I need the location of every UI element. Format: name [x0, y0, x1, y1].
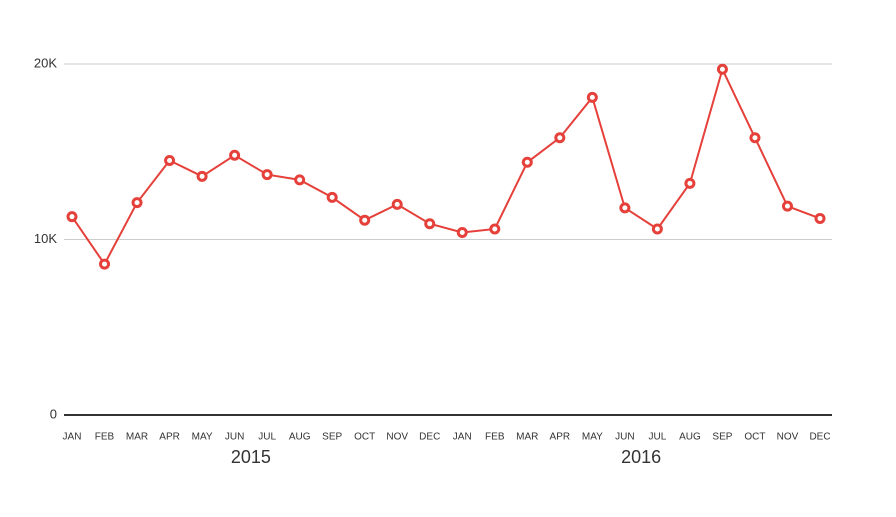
line — [71, 66, 821, 266]
marker — [66, 211, 78, 223]
marker — [294, 174, 306, 186]
x-tick-label: JUL — [648, 432, 666, 443]
marker — [586, 91, 598, 103]
y-tick-label: 0 — [50, 406, 57, 421]
x-tick-label: DEC — [419, 432, 440, 443]
x-tick-label: OCT — [354, 432, 375, 443]
marker — [619, 202, 631, 214]
x-tick-label: SEP — [712, 432, 732, 443]
x-tick-label: MAY — [582, 432, 603, 443]
marker — [489, 223, 501, 235]
marker — [424, 218, 436, 230]
x-tick-label: FEB — [485, 432, 505, 443]
marker — [781, 200, 793, 212]
marker — [716, 63, 728, 75]
x-tick-label: MAR — [126, 432, 148, 443]
x-tick-label: NOV — [777, 432, 799, 443]
x-group-label: 2015 — [231, 447, 271, 467]
x-tick-label: JUN — [615, 432, 634, 443]
x-tick-label: MAY — [192, 432, 213, 443]
marker — [521, 156, 533, 168]
x-tick-label: DEC — [809, 432, 830, 443]
x-tick-label: FEB — [95, 432, 115, 443]
marker — [164, 155, 176, 167]
x-tick-label: NOV — [386, 432, 408, 443]
y-tick-label: 10K — [34, 231, 57, 246]
marker — [749, 132, 761, 144]
x-tick-label: OCT — [744, 432, 765, 443]
x-tick-label: JAN — [63, 432, 82, 443]
marker — [684, 177, 696, 189]
x-tick-label: JAN — [453, 432, 472, 443]
x-tick-label: JUL — [258, 432, 276, 443]
marker — [391, 198, 403, 210]
x-tick-label: APR — [550, 432, 571, 443]
marker — [99, 258, 111, 270]
marker — [131, 197, 143, 209]
marker — [326, 191, 338, 203]
marker — [229, 149, 241, 161]
marker — [359, 214, 371, 226]
x-group-label: 2016 — [621, 447, 661, 467]
marker — [651, 223, 663, 235]
x-tick-label: MAR — [516, 432, 538, 443]
x-tick-label: AUG — [679, 432, 701, 443]
x-tick-label: JUN — [225, 432, 244, 443]
marker — [554, 132, 566, 144]
x-tick-label: AUG — [289, 432, 311, 443]
marker — [196, 170, 208, 182]
y-tick-label: 20K — [34, 55, 57, 70]
x-tick-label: SEP — [322, 432, 342, 443]
x-tick-label: APR — [159, 432, 180, 443]
marker — [814, 212, 826, 224]
marker — [261, 169, 273, 181]
marker — [456, 226, 468, 238]
